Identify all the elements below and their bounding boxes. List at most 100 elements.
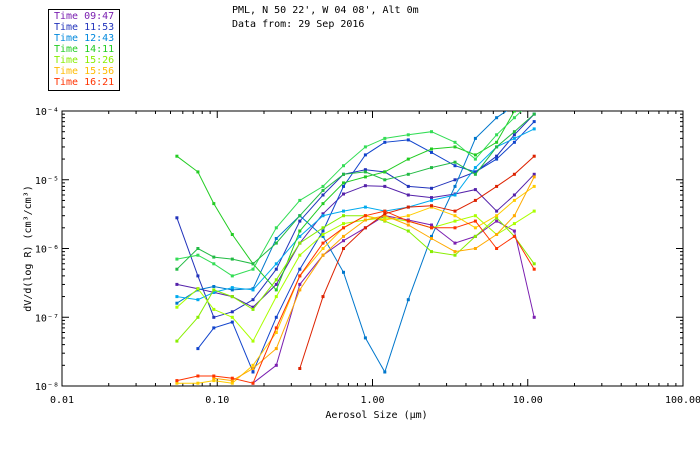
data-point [342, 209, 345, 213]
data-point [453, 250, 457, 254]
data-point [430, 130, 433, 134]
legend: Time 09:47 Time 11:53 Time 12:43 Time 14:11… [48, 9, 120, 91]
data-point [512, 222, 516, 226]
data-point [342, 234, 345, 238]
data-point [251, 339, 255, 343]
data-point [495, 157, 499, 161]
data-point [298, 214, 302, 218]
date-header: Data from: 29 Sep 2016 [232, 19, 365, 30]
legend-entry: Time 11:53 [54, 22, 115, 33]
data-point [363, 175, 367, 179]
data-point [512, 140, 516, 144]
series-line [252, 215, 535, 384]
series-line [176, 111, 508, 374]
data-point [274, 315, 278, 319]
data-point [274, 278, 278, 282]
data-point [274, 241, 278, 245]
data-point [512, 172, 516, 176]
legend-entry: Time 12:43 [54, 33, 115, 44]
data-point [406, 205, 410, 209]
data-point [342, 172, 345, 176]
data-point [251, 381, 255, 385]
data-point [230, 376, 234, 380]
data-point [175, 267, 179, 271]
data-point [230, 274, 234, 278]
data-point [321, 202, 325, 206]
location-header: PML, N 50 22', W 04 08', Alt 0m [232, 5, 419, 16]
data-point [473, 170, 477, 174]
data-point [175, 305, 179, 309]
data-point [175, 216, 179, 220]
data-point [383, 209, 387, 213]
data-point [453, 219, 457, 223]
data-point [298, 234, 302, 238]
data-point [321, 193, 325, 197]
data-point [321, 229, 325, 233]
data-point [383, 214, 387, 218]
data-point [251, 288, 255, 292]
data-point [532, 315, 536, 319]
data-point [274, 237, 278, 240]
data-point [298, 282, 302, 286]
data-point [512, 214, 516, 218]
data-point [274, 262, 278, 266]
data-point [495, 214, 499, 218]
data-point [430, 150, 433, 154]
data-point [196, 287, 200, 291]
data-point [532, 262, 536, 266]
y-tick-label: 10⁻⁵ [35, 176, 59, 187]
series-line [176, 173, 535, 308]
data-point [512, 136, 516, 140]
data-point [383, 212, 387, 216]
data-point [196, 298, 200, 302]
data-point [512, 116, 516, 120]
data-point [533, 89, 536, 92]
data-point [321, 233, 325, 236]
data-point [453, 214, 457, 218]
data-point [274, 347, 278, 351]
data-point [363, 205, 367, 209]
data-point [430, 166, 433, 170]
series-line [176, 113, 535, 270]
data-point [473, 247, 477, 250]
data-point [251, 305, 255, 309]
data-point [230, 315, 234, 319]
data-point [532, 267, 536, 271]
data-point [342, 270, 345, 274]
data-point [495, 233, 499, 236]
data-point [363, 226, 367, 230]
data-point [212, 285, 216, 288]
data-point [430, 237, 433, 240]
data-point [532, 112, 536, 116]
data-point [274, 331, 278, 334]
data-point [495, 145, 499, 149]
data-point [406, 157, 410, 161]
data-point [430, 250, 433, 254]
data-point [430, 226, 433, 230]
data-point [298, 219, 302, 223]
y-tick-label: 10⁻⁶ [35, 245, 59, 256]
data-point [274, 288, 278, 292]
data-point [230, 288, 234, 292]
data-point [274, 326, 278, 330]
data-point [212, 262, 216, 266]
data-point [274, 282, 278, 286]
data-point [453, 160, 457, 164]
data-point [453, 241, 457, 245]
data-point [473, 172, 477, 176]
data-point [298, 198, 302, 202]
x-tick-label: 0.01 [50, 395, 74, 406]
data-point [430, 204, 433, 208]
data-point [212, 307, 216, 311]
data-point [342, 214, 345, 218]
data-point [512, 130, 516, 134]
series-line [176, 128, 535, 301]
data-point [196, 170, 200, 174]
x-axis-label: Aerosol Size (µm) [325, 410, 427, 421]
data-point [196, 253, 200, 257]
data-point [321, 226, 325, 230]
data-point [298, 367, 302, 370]
data-point [513, 104, 516, 107]
data-point [406, 219, 410, 223]
